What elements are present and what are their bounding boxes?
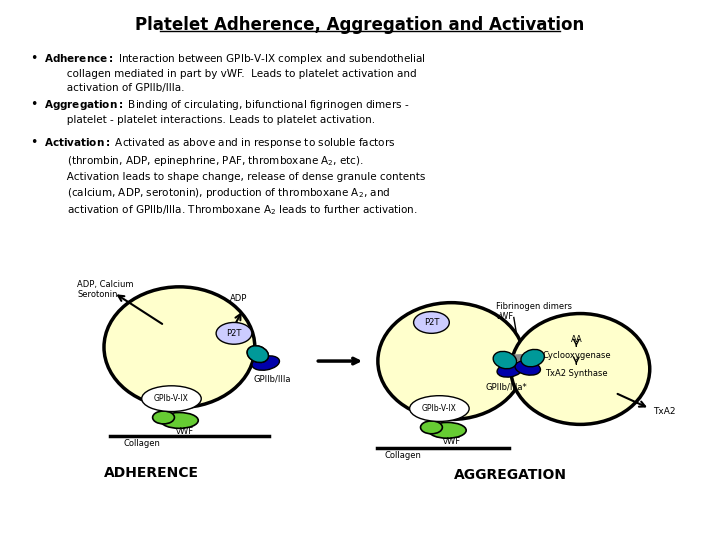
Text: Cyclooxygenase: Cyclooxygenase bbox=[542, 351, 611, 360]
Text: GPIb-V-IX: GPIb-V-IX bbox=[154, 394, 189, 403]
Text: •: • bbox=[30, 98, 38, 111]
Ellipse shape bbox=[493, 352, 516, 369]
Text: P2T: P2T bbox=[226, 329, 242, 338]
Ellipse shape bbox=[247, 346, 269, 362]
Text: $\bf{Activation:}$ Activated as above and in response to soluble factors
       : $\bf{Activation:}$ Activated as above an… bbox=[45, 137, 426, 218]
Text: TxA2 Synthase: TxA2 Synthase bbox=[545, 369, 608, 378]
Ellipse shape bbox=[515, 361, 541, 375]
Text: Platelet Adherence, Aggregation and Activation: Platelet Adherence, Aggregation and Acti… bbox=[135, 16, 585, 33]
Ellipse shape bbox=[497, 363, 523, 377]
Text: GPIIb/IIIa*: GPIIb/IIIa* bbox=[486, 383, 528, 392]
Ellipse shape bbox=[428, 422, 466, 438]
Text: $\bf{Aggregation:}$ Binding of circulating, bifunctional figrinogen dimers -
   : $\bf{Aggregation:}$ Binding of circulati… bbox=[45, 98, 410, 125]
Text: vWF: vWF bbox=[444, 437, 462, 446]
Text: P2T: P2T bbox=[424, 318, 439, 327]
Ellipse shape bbox=[161, 413, 198, 428]
Ellipse shape bbox=[521, 349, 544, 367]
Text: vWF: vWF bbox=[175, 427, 194, 436]
Ellipse shape bbox=[247, 346, 269, 362]
Text: Collagen: Collagen bbox=[384, 451, 422, 460]
Text: Collagen: Collagen bbox=[124, 439, 161, 448]
Ellipse shape bbox=[104, 287, 255, 408]
Ellipse shape bbox=[378, 302, 525, 420]
Text: TxA2: TxA2 bbox=[653, 407, 675, 416]
Ellipse shape bbox=[413, 312, 449, 333]
Text: ADP: ADP bbox=[230, 294, 248, 302]
Ellipse shape bbox=[510, 314, 649, 424]
Text: GPIIb/IIIa: GPIIb/IIIa bbox=[254, 375, 292, 384]
Text: ADHERENCE: ADHERENCE bbox=[104, 466, 199, 480]
Text: AA: AA bbox=[570, 335, 582, 345]
Ellipse shape bbox=[420, 421, 442, 434]
Ellipse shape bbox=[153, 411, 174, 424]
Text: Fibrinogen dimers
vWF: Fibrinogen dimers vWF bbox=[496, 302, 572, 321]
Text: $\bf{Adherence:}$ Interaction between GPIb-V-IX complex and subendothelial
     : $\bf{Adherence:}$ Interaction between GP… bbox=[45, 52, 426, 93]
Ellipse shape bbox=[142, 386, 201, 411]
Ellipse shape bbox=[216, 322, 252, 344]
Text: •: • bbox=[30, 52, 38, 65]
Text: GPIb-V-IX: GPIb-V-IX bbox=[422, 404, 456, 413]
Ellipse shape bbox=[252, 356, 279, 370]
Ellipse shape bbox=[410, 396, 469, 421]
Text: AGGREGATION: AGGREGATION bbox=[454, 468, 567, 482]
Text: ADP, Calcium
Serotonin: ADP, Calcium Serotonin bbox=[77, 280, 134, 299]
Text: •: • bbox=[30, 137, 38, 150]
